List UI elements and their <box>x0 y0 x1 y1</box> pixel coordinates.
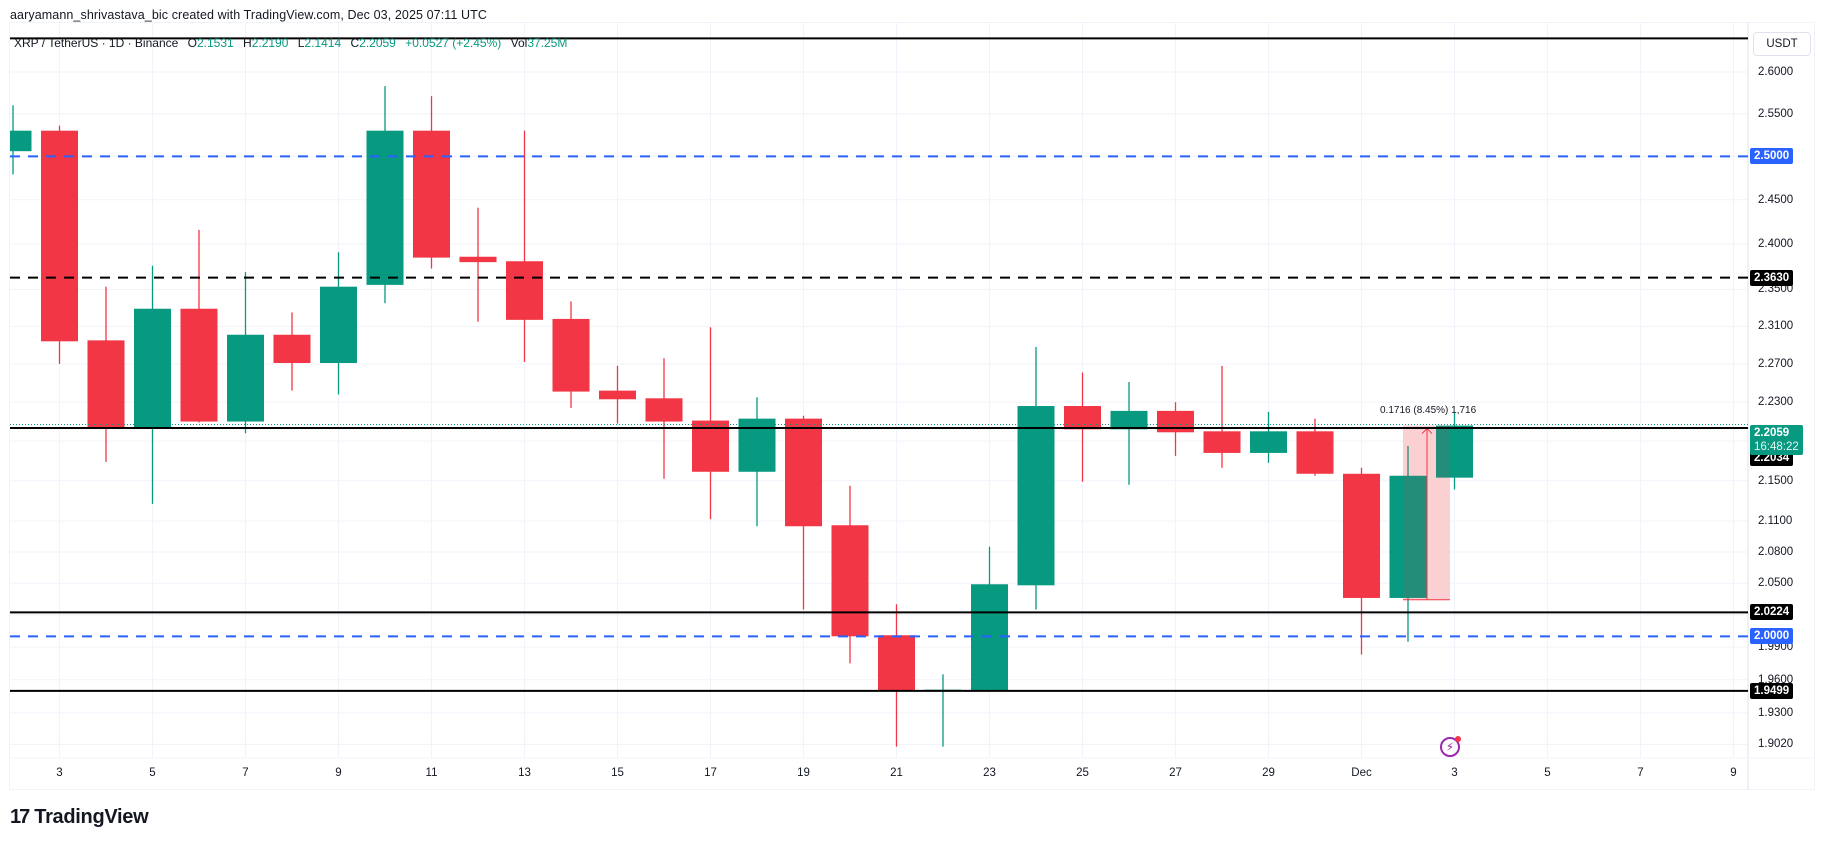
close-value: 2.2059 <box>359 36 396 50</box>
price-tick: 2.2700 <box>1758 357 1794 370</box>
candle-nov-5 <box>134 308 171 429</box>
price-line-tag: 2.5000 <box>1750 148 1794 165</box>
time-tick: 17 <box>704 767 717 779</box>
candle-nov-7 <box>227 334 264 422</box>
price-tick: 2.5500 <box>1758 107 1794 120</box>
candle-nov-21 <box>878 635 915 691</box>
high-value: 2.2190 <box>251 36 289 50</box>
time-tick: 29 <box>1262 767 1275 779</box>
price-tick: 2.1500 <box>1758 474 1794 487</box>
candle-nov-30 <box>1296 431 1334 474</box>
currency-unit-button[interactable]: USDT <box>1753 32 1811 56</box>
price-tick: 1.9020 <box>1758 738 1794 751</box>
candle-nov-28 <box>1203 431 1241 453</box>
candle-nov-25 <box>1064 406 1101 430</box>
time-tick: 23 <box>983 767 996 779</box>
candle-nov-12 <box>459 256 497 263</box>
candle-nov-2 <box>10 130 32 152</box>
chart-credit: aaryamann_shrivastava_bic created with T… <box>10 8 488 22</box>
price-tick: 2.4500 <box>1758 193 1794 206</box>
candle-nov-10 <box>366 130 404 285</box>
price-tick: 2.4000 <box>1758 238 1794 251</box>
price-tick: 2.0800 <box>1758 545 1794 558</box>
candle-nov-18 <box>738 418 776 472</box>
symbol-name[interactable]: XRP / TetherUS · 1D · Binance <box>14 36 179 50</box>
low-value: 2.1414 <box>304 36 342 50</box>
price-tick: 1.9600 <box>1758 673 1794 686</box>
lightning-alert-icon[interactable]: ⚡ <box>1440 736 1461 757</box>
time-tick: 19 <box>797 767 810 779</box>
chart-frame <box>9 22 1815 790</box>
time-tick: 7 <box>242 767 249 779</box>
time-tick: 25 <box>1076 767 1089 779</box>
candle-nov-14 <box>552 318 590 392</box>
time-tick: 11 <box>425 767 438 779</box>
time-tick: 9 <box>1730 767 1737 779</box>
time-tick: 27 <box>1169 767 1182 779</box>
time-tick: 9 <box>335 767 342 779</box>
volume-value: 37.25M <box>527 36 568 50</box>
price-tick: 2.2300 <box>1758 396 1794 409</box>
candle-nov-9 <box>320 286 357 363</box>
change-value: +0.0527 (+2.45%) <box>405 36 502 50</box>
price-line-tag: 2.0224 <box>1750 604 1794 621</box>
open-value: 2.1531 <box>196 36 234 50</box>
notification-dot <box>1455 736 1461 742</box>
price-tick: 2.1100 <box>1758 515 1793 528</box>
candle-dec-1 <box>1343 473 1380 598</box>
candle-nov-23 <box>971 584 1008 691</box>
last-price-tag: 2.2059 16:48:22 <box>1750 424 1803 455</box>
candle-nov-19 <box>785 418 822 527</box>
price-tick: 2.3100 <box>1758 320 1794 333</box>
time-tick: 5 <box>149 767 156 779</box>
candle-dec-3 <box>1436 425 1473 478</box>
candle-nov-27 <box>1157 410 1194 433</box>
candle-nov-6 <box>180 308 218 422</box>
candle-nov-29 <box>1250 431 1287 453</box>
price-tick: 2.6000 <box>1758 65 1794 78</box>
time-tick: 7 <box>1637 767 1644 779</box>
time-tick: 21 <box>890 767 903 779</box>
tradingview-logo: 17 TradingView <box>10 806 149 829</box>
candle-nov-11 <box>413 130 450 258</box>
candle-nov-8 <box>273 334 311 363</box>
time-tick: Dec <box>1351 767 1372 779</box>
tradingview-wordmark: TradingView <box>34 806 149 828</box>
price-line-tag: 1.9499 <box>1750 682 1794 699</box>
time-tick: 15 <box>611 767 624 779</box>
symbol-legend: XRP / TetherUS · 1D · Binance O2.1531 H2… <box>14 36 568 50</box>
price-tick: 2.3500 <box>1758 283 1794 296</box>
price-line-tag: 2.0000 <box>1750 628 1794 645</box>
price-tick: 2.0500 <box>1758 577 1794 590</box>
candle-nov-3 <box>41 130 78 342</box>
time-tick: 13 <box>518 767 531 779</box>
candle-nov-17 <box>692 420 729 472</box>
time-tick: 5 <box>1544 767 1551 779</box>
candle-nov-4 <box>87 340 125 429</box>
tradingview-mark-icon: 17 <box>10 806 30 828</box>
candle-nov-26 <box>1110 410 1148 430</box>
candle-dec-2 <box>1389 475 1427 598</box>
time-tick: 3 <box>56 767 63 779</box>
candle-nov-13 <box>506 261 543 320</box>
price-tick: 1.9300 <box>1758 706 1794 719</box>
price-range-measure-label: 0.1716 (8.45%) 1,716 <box>1380 405 1477 416</box>
candle-nov-24 <box>1017 406 1055 586</box>
time-tick: 3 <box>1451 767 1458 779</box>
price-line-tag: 2.3630 <box>1750 269 1794 286</box>
candle-nov-15 <box>599 390 636 400</box>
candle-nov-20 <box>831 525 869 637</box>
candle-nov-16 <box>645 398 683 422</box>
